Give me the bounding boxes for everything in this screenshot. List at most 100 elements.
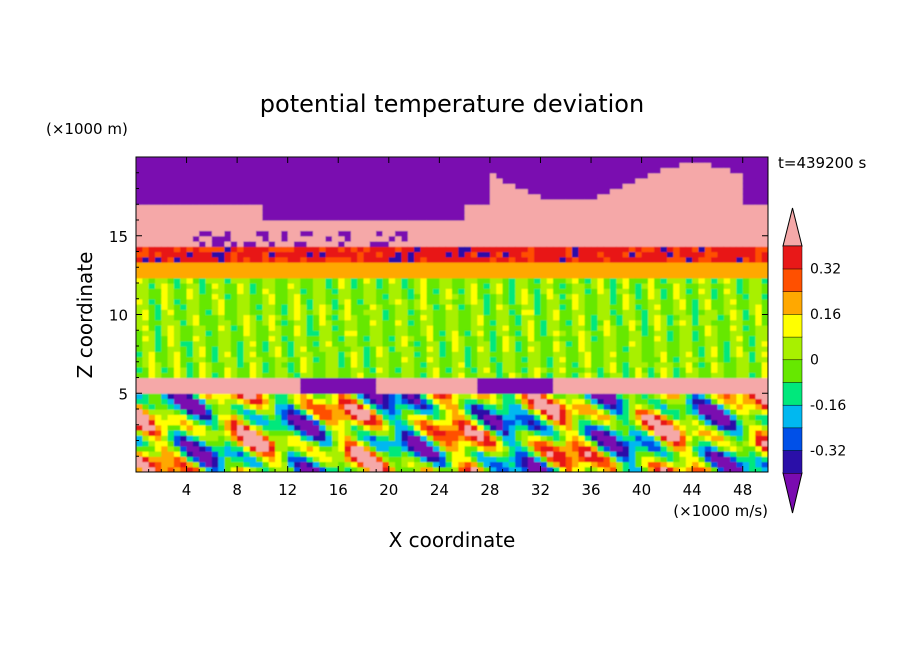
field-cell [622, 277, 630, 284]
field-cell [395, 230, 403, 237]
field-cell [224, 188, 232, 195]
field-cell [414, 340, 421, 347]
field-cell [268, 204, 276, 211]
field-cell [546, 288, 554, 295]
field-cell [237, 466, 245, 472]
field-cell [186, 293, 194, 300]
field-cell [331, 157, 339, 163]
field-cell [439, 277, 447, 284]
field-cell [186, 204, 194, 211]
field-cell [572, 346, 579, 352]
field-cell [369, 251, 377, 258]
field-cell [205, 178, 213, 184]
field-cell [534, 382, 542, 389]
field-cell [546, 241, 554, 247]
field-cell [319, 330, 327, 337]
field-cell [622, 461, 630, 468]
field-cell [249, 466, 257, 472]
field-cell [445, 288, 453, 295]
field-cell [515, 330, 523, 337]
field-cell [597, 356, 605, 363]
field-cell [515, 419, 523, 426]
field-cell [180, 209, 188, 216]
field-cell [325, 167, 333, 174]
field-cell [584, 461, 592, 468]
field-cell [142, 157, 150, 163]
field-cell [256, 340, 263, 347]
field-cell [312, 372, 320, 379]
field-cell [350, 277, 358, 284]
field-cell [477, 451, 485, 457]
field-cell [294, 209, 301, 216]
field-cell [401, 398, 409, 405]
field-cell [578, 283, 586, 289]
field-cell [192, 241, 200, 247]
field-cell [256, 272, 263, 279]
field-cell [180, 430, 188, 436]
field-cell [489, 188, 497, 195]
field-cell [237, 435, 245, 442]
field-cell [527, 325, 535, 331]
field-cell [515, 298, 523, 305]
field-cell [376, 461, 384, 468]
field-cell [142, 178, 150, 184]
field-cell [369, 157, 377, 163]
field-cell [262, 220, 270, 226]
field-cell [515, 251, 523, 258]
field-cell [559, 283, 567, 289]
field-cell [256, 319, 263, 326]
field-cell [363, 283, 371, 289]
field-cell [540, 214, 548, 221]
field-cell [584, 451, 592, 457]
field-cell [610, 424, 617, 431]
field-cell [148, 382, 156, 389]
field-cell [641, 409, 649, 415]
field-cell [546, 172, 554, 179]
field-cell [420, 230, 428, 237]
field-cell [546, 409, 554, 415]
field-cell [325, 382, 333, 389]
field-cell [369, 424, 377, 431]
field-cell [477, 372, 485, 379]
field-cell [388, 246, 396, 253]
field-cell [395, 461, 403, 468]
field-cell [230, 382, 238, 389]
field-cell [224, 209, 232, 216]
field-cell [439, 330, 447, 337]
field-cell [477, 267, 485, 274]
field-cell [395, 309, 403, 316]
field-cell [173, 235, 181, 242]
field-cell [521, 309, 529, 316]
field-cell [445, 403, 453, 410]
field-cell [154, 193, 162, 200]
field-cell [319, 388, 327, 394]
field-cell [211, 330, 219, 337]
field-cell [331, 172, 339, 179]
field-cell [268, 225, 276, 232]
field-cell [502, 409, 510, 415]
field-cell [578, 262, 586, 268]
field-cell [426, 183, 434, 190]
field-cell [211, 377, 219, 384]
field-cell [211, 461, 219, 468]
field-cell [205, 372, 213, 379]
field-cell [249, 330, 257, 337]
field-cell [344, 183, 352, 190]
field-cell [470, 178, 478, 184]
field-cell [489, 430, 497, 436]
field-cell [540, 430, 548, 436]
field-cell [369, 256, 377, 263]
field-cell [433, 262, 440, 268]
field-cell [470, 393, 478, 400]
field-cell [275, 225, 282, 232]
field-cell [211, 403, 219, 410]
field-cell [553, 193, 561, 200]
field-cell [534, 230, 542, 237]
field-cell [527, 356, 535, 363]
field-cell [483, 162, 491, 169]
field-cell [218, 225, 226, 232]
field-cell [420, 251, 428, 258]
field-cell [572, 235, 579, 242]
field-cell [224, 466, 232, 472]
field-cell [470, 183, 478, 190]
